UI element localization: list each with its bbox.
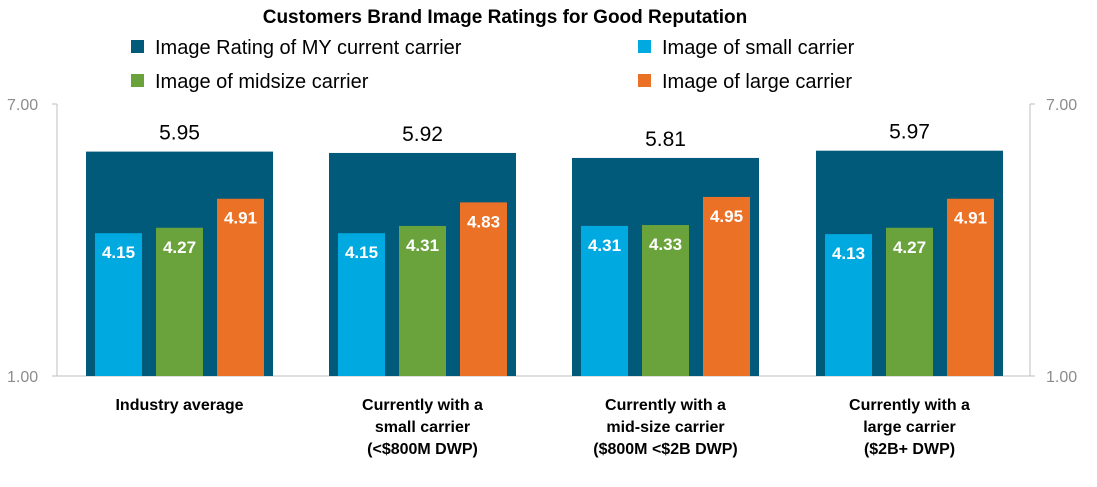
bar-series-2 xyxy=(156,227,203,376)
data-labels: 5.95 4.15 4.27 4.91 5.92 4.15 4.31 4.83 5.81 4.31… xyxy=(102,121,987,263)
data-label-series-2: 4.27 xyxy=(163,238,196,257)
category-label: small carrier xyxy=(375,419,470,436)
legend-entry: Image Rating of MY current carrier xyxy=(155,37,462,59)
legend: Image Rating of MY current carrier Image … xyxy=(131,37,855,93)
legend-swatch xyxy=(638,40,651,53)
data-label-series-2: 4.31 xyxy=(406,236,439,255)
bars xyxy=(86,150,1003,376)
data-label-series-2: 4.27 xyxy=(893,238,926,257)
bar-series-1 xyxy=(95,233,142,376)
data-label-series-1: 4.15 xyxy=(345,243,378,262)
y-tick-label-right: 7.00 xyxy=(1046,97,1077,114)
category-label: Industry average xyxy=(115,397,243,414)
data-label-my-current-carrier: 5.97 xyxy=(889,121,930,144)
category-label: Currently with a xyxy=(605,397,726,414)
y-tick-label-left: 1.00 xyxy=(7,369,38,386)
bar-series-2 xyxy=(399,225,446,376)
data-label-series-1: 4.13 xyxy=(832,244,865,263)
legend-entry: Image of large carrier xyxy=(662,71,852,93)
data-label-series-3: 4.95 xyxy=(710,207,743,226)
legend-swatch xyxy=(638,74,651,87)
legend-entry: Image of midsize carrier xyxy=(155,71,369,93)
data-label-my-current-carrier: 5.81 xyxy=(645,128,686,151)
bar-series-1 xyxy=(338,233,385,376)
category-label: ($2B+ DWP) xyxy=(864,441,955,458)
bar-series-3 xyxy=(947,198,994,376)
y-tick-label-right: 1.00 xyxy=(1046,369,1077,386)
data-label-series-3: 4.91 xyxy=(954,209,987,228)
bar-series-3 xyxy=(460,202,507,376)
data-label-series-2: 4.33 xyxy=(649,235,682,254)
data-label-series-3: 4.83 xyxy=(467,212,500,231)
category-label: mid-size carrier xyxy=(606,419,724,436)
category-label: ($800M <$2B DWP) xyxy=(593,441,738,458)
bar-series-3 xyxy=(217,198,264,376)
category-label: (<$800M DWP) xyxy=(367,441,478,458)
legend-swatch xyxy=(131,40,144,53)
data-label-my-current-carrier: 5.92 xyxy=(402,123,443,146)
y-tick-label-left: 7.00 xyxy=(7,97,38,114)
data-label-series-1: 4.15 xyxy=(102,243,135,262)
bar-series-1 xyxy=(581,225,628,376)
chart-title: Customers Brand Image Ratings for Good R… xyxy=(263,7,748,28)
category-label: Currently with a xyxy=(362,397,483,414)
category-labels: Industry average Currently with a small ca… xyxy=(115,397,970,458)
category-label: large carrier xyxy=(863,419,956,436)
data-label-series-1: 4.31 xyxy=(588,236,621,255)
legend-swatch xyxy=(131,74,144,87)
data-label-my-current-carrier: 5.95 xyxy=(159,122,200,145)
legend-entry: Image of small carrier xyxy=(662,37,855,59)
bar-series-3 xyxy=(703,196,750,376)
bar-series-1 xyxy=(825,234,872,376)
category-label: Currently with a xyxy=(849,397,970,414)
bar-series-2 xyxy=(886,227,933,376)
data-label-series-3: 4.91 xyxy=(224,209,257,228)
bar-series-2 xyxy=(642,225,689,376)
